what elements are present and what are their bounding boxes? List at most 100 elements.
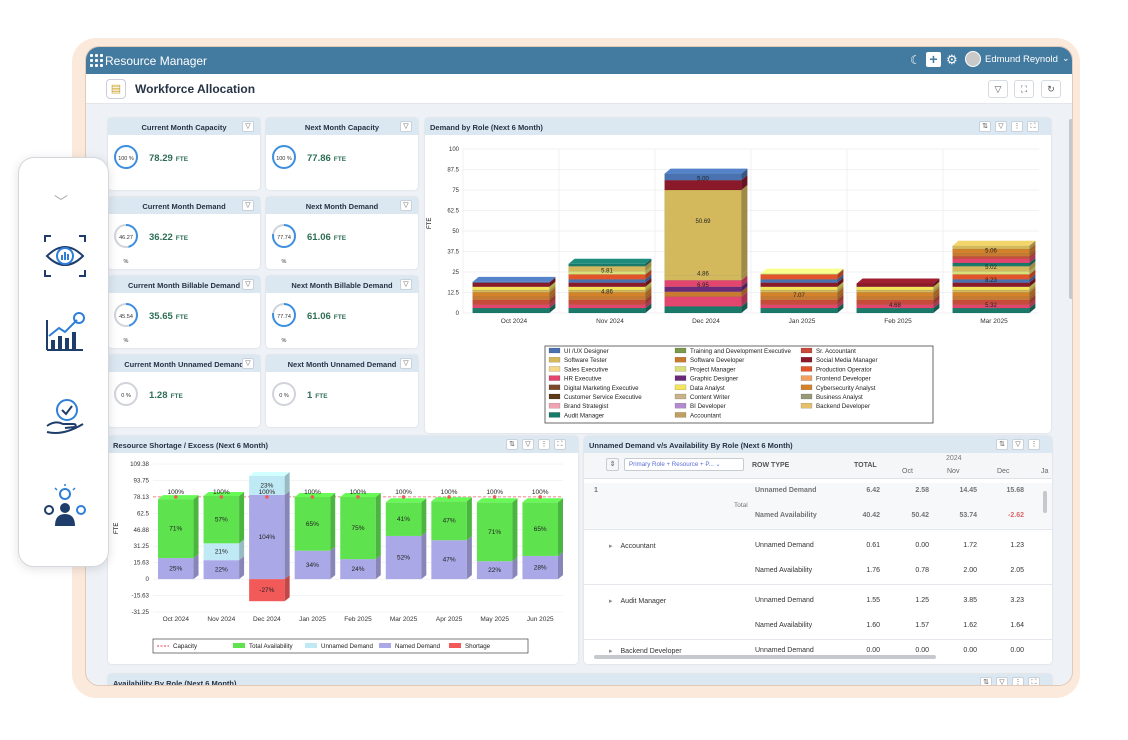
row-type-cell: Named Availability bbox=[755, 512, 817, 519]
y-tick-label: -15.63 bbox=[131, 593, 149, 600]
bar-side bbox=[1029, 261, 1036, 272]
availability-bar-side bbox=[330, 493, 336, 551]
legend-item: Total Availability bbox=[249, 643, 293, 650]
legend-swatch bbox=[548, 384, 561, 391]
kpi-title: Current Month Billable Demand bbox=[108, 276, 260, 293]
bar-side bbox=[549, 303, 556, 313]
shortage-bar-side bbox=[284, 575, 290, 602]
bar-segment bbox=[952, 262, 1030, 267]
y-tick-label: 100 bbox=[449, 147, 460, 153]
legend-item: HR Executive bbox=[564, 376, 602, 383]
add-icon[interactable]: + bbox=[926, 52, 941, 67]
filter-icon[interactable]: ▽ bbox=[400, 121, 412, 132]
filter-icon[interactable]: ▽ bbox=[522, 439, 534, 450]
kpi-percent-ring: 100 % bbox=[114, 145, 138, 169]
growth-chart-icon[interactable] bbox=[43, 310, 87, 354]
y-tick-label: 78.13 bbox=[134, 494, 150, 501]
availability-bar-side bbox=[557, 498, 563, 556]
data-label: 50.69 bbox=[695, 219, 711, 225]
bar-side bbox=[1029, 274, 1036, 283]
expand-icon[interactable]: ⛶ bbox=[1027, 121, 1039, 132]
horizontal-scrollbar[interactable] bbox=[594, 655, 936, 659]
app-grid-icon[interactable] bbox=[90, 54, 103, 67]
filter-icon[interactable]: ▽ bbox=[400, 200, 412, 211]
bar-side bbox=[837, 303, 844, 313]
filter-icon[interactable]: ▽ bbox=[242, 121, 254, 132]
chevron-down-icon[interactable]: ⌄ bbox=[1062, 53, 1070, 63]
chevron-down-icon[interactable]: ﹀ bbox=[54, 194, 68, 210]
moon-icon[interactable]: ☾ bbox=[910, 53, 921, 67]
legend-item: Capacity bbox=[173, 643, 198, 650]
filter-icon[interactable]: ▽ bbox=[1012, 439, 1024, 450]
availability-bar bbox=[522, 502, 558, 556]
gear-icon[interactable]: ⚙ bbox=[946, 52, 958, 67]
more-icon[interactable]: ⋮ bbox=[1011, 121, 1023, 132]
refresh-icon[interactable]: ↻ bbox=[1041, 80, 1061, 98]
role-label[interactable]: ▸ Accountant bbox=[609, 543, 656, 550]
expand-icon[interactable]: ⇕ bbox=[606, 458, 619, 471]
filter-icon[interactable]: ▽ bbox=[996, 677, 1008, 685]
filter-icon[interactable]: ▽ bbox=[242, 358, 254, 369]
page-scrollbar[interactable] bbox=[1069, 119, 1072, 299]
bar-side bbox=[645, 303, 652, 313]
bar-side bbox=[837, 277, 844, 287]
sort-icon[interactable]: ⇅ bbox=[980, 677, 992, 685]
filter-icon[interactable]: ▽ bbox=[995, 121, 1007, 132]
more-icon[interactable]: ⋮ bbox=[538, 439, 550, 450]
sort-icon[interactable]: ⇅ bbox=[996, 439, 1008, 450]
legend-swatch bbox=[800, 403, 813, 409]
filter-icon[interactable]: ▽ bbox=[242, 200, 254, 211]
data-label: 100% bbox=[532, 489, 549, 496]
expand-icon[interactable]: ⛶ bbox=[554, 439, 566, 450]
idea-person-icon[interactable] bbox=[43, 484, 87, 528]
bar-segment bbox=[760, 279, 838, 283]
filter-icon[interactable]: ▽ bbox=[242, 279, 254, 290]
bar-side bbox=[1029, 257, 1036, 267]
eye-analytics-icon[interactable] bbox=[43, 234, 87, 278]
bar-side bbox=[933, 278, 940, 287]
legend-item: Content Writer bbox=[690, 394, 730, 401]
bar-side bbox=[837, 291, 844, 300]
bar-side bbox=[837, 299, 844, 309]
bar-side bbox=[1029, 269, 1036, 280]
data-label: 100% bbox=[395, 489, 412, 496]
legend-swatch bbox=[548, 412, 561, 418]
bar-segment bbox=[760, 304, 838, 309]
role-label[interactable]: ▸ Audit Manager bbox=[609, 598, 667, 605]
filter-icon[interactable]: ▽ bbox=[400, 279, 412, 290]
kpi-card: Current Month Billable Demand ▽ 45.54 % … bbox=[108, 276, 260, 348]
row-type-cell: Unnamed Demand bbox=[755, 487, 817, 494]
bar-side bbox=[1029, 299, 1036, 309]
filter-icon[interactable]: ▽ bbox=[400, 358, 412, 369]
sort-icon[interactable]: ⇅ bbox=[506, 439, 518, 450]
data-label: 28% bbox=[534, 565, 547, 572]
y-tick-label: 87.5 bbox=[447, 168, 459, 174]
hand-check-icon[interactable] bbox=[43, 394, 87, 438]
bar-side bbox=[1029, 277, 1036, 287]
field-selector[interactable]: Primary Role + Resource + P... ⌄ bbox=[624, 458, 744, 471]
value-cell: 14.45 bbox=[959, 487, 977, 494]
filter-icon[interactable]: ▽ bbox=[988, 80, 1008, 98]
legend-swatch bbox=[674, 412, 687, 418]
availability-bar-side bbox=[512, 498, 518, 562]
legend-box bbox=[152, 638, 529, 654]
avatar[interactable] bbox=[965, 51, 981, 67]
bar-side bbox=[645, 274, 652, 283]
vertical-scrollbar[interactable] bbox=[1043, 491, 1047, 513]
row-type-cell: Unnamed Demand bbox=[755, 647, 814, 654]
bar-side bbox=[933, 281, 940, 291]
more-icon[interactable]: ⋮ bbox=[1012, 677, 1024, 685]
user-name[interactable]: Edmund Reynold bbox=[985, 54, 1058, 65]
fullscreen-icon[interactable]: ⛶ bbox=[1014, 80, 1034, 98]
expand-icon[interactable]: ⛶ bbox=[1028, 677, 1040, 685]
bar-side bbox=[837, 274, 844, 283]
sort-icon[interactable]: ⇅ bbox=[979, 121, 991, 132]
bar-side bbox=[1029, 291, 1036, 300]
bar-segment bbox=[472, 286, 550, 291]
bar-segment bbox=[856, 307, 934, 314]
legend-item: Unnamed Demand bbox=[321, 643, 373, 650]
legend-item: Business Analyst bbox=[816, 394, 863, 401]
more-icon[interactable]: ⋮ bbox=[1028, 439, 1040, 450]
role-label[interactable]: ▸ Backend Developer bbox=[609, 648, 682, 655]
kpi-percent-ring: 100 % bbox=[272, 145, 296, 169]
